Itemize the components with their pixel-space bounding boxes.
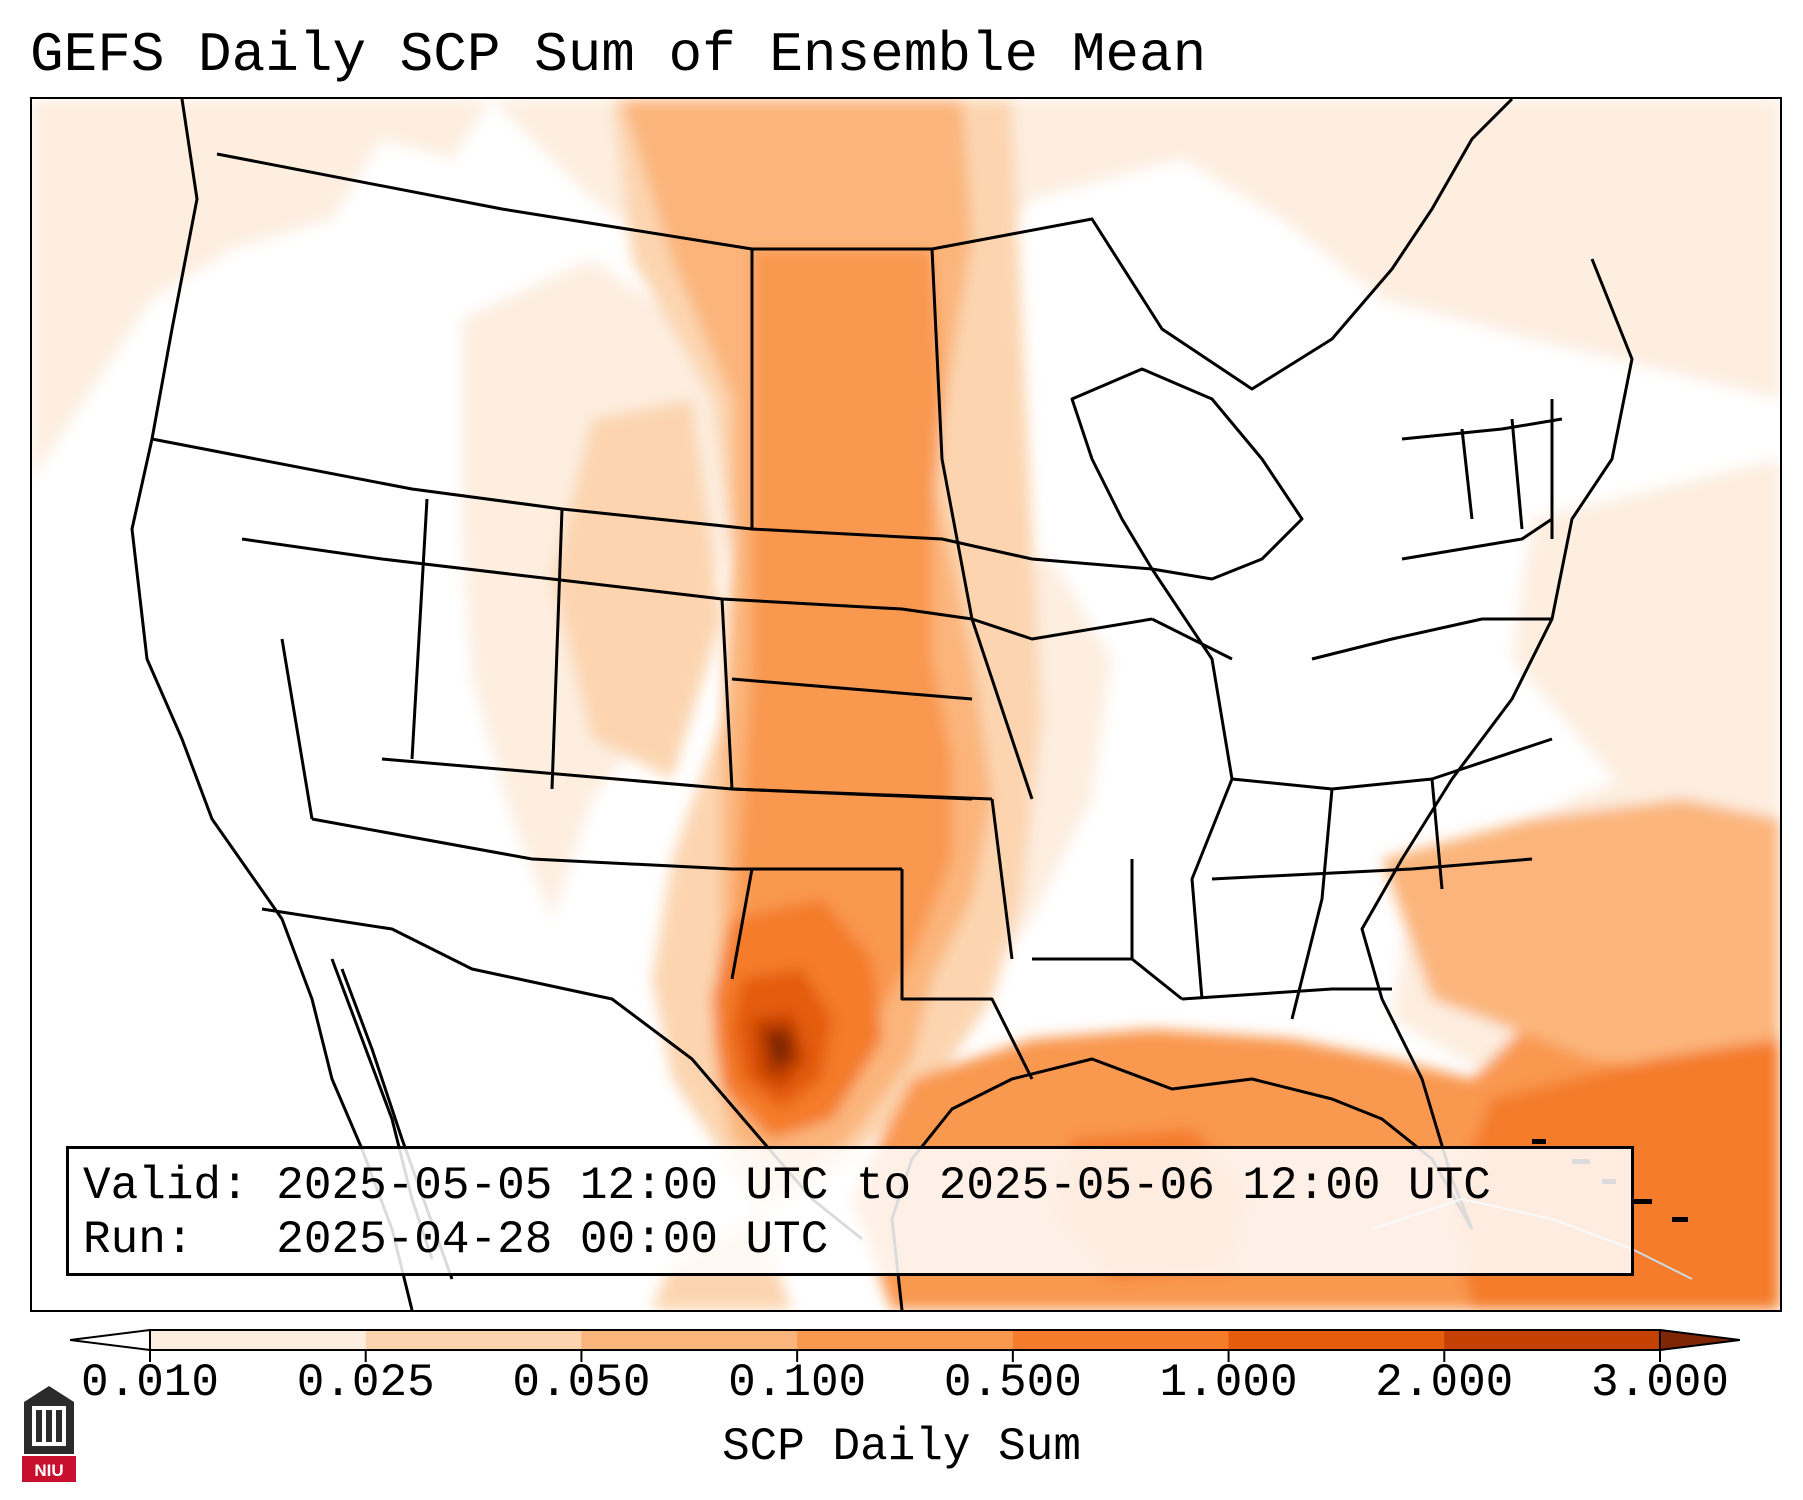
colorbar-tick-label: 0.500 [943,1357,1082,1409]
state-lines-east [1150,517,1553,1020]
great-lakes [1070,367,1304,581]
colorbar [70,1328,1740,1362]
colorbar-segment [1444,1330,1661,1350]
colorbar-tick-label: 0.100 [728,1357,867,1409]
colorbar-segment [365,1330,582,1350]
colorbar-ticks [149,1350,1661,1362]
state-lines-northeast [1401,399,1563,539]
state-lines-central [730,248,1153,980]
chart-title: GEFS Daily SCP Sum of Ensemble Mean [30,23,1207,87]
map-frame [30,97,1782,1312]
east-coastline [1360,258,1634,1230]
colorbar-tick-label: 3.000 [1590,1357,1730,1409]
colorbar-label: SCP Daily Sum [722,1421,1081,1473]
colorbar-segments [150,1330,1661,1350]
niu-logo-icon: NIU [22,1386,76,1482]
colorbar-segment [1228,1330,1445,1350]
colorbar-segment [1012,1330,1230,1350]
colorbar-border [149,1329,1661,1351]
colorbar-over-arrow [1659,1328,1740,1352]
colorbar-tick-label: 0.050 [512,1357,651,1409]
colorbar-tick-label: 0.010 [80,1357,220,1409]
colorbar-under-arrow [70,1328,151,1352]
valid-run-info-box: Valid: 2025-05-05 12:00 UTC to 2025-05-0… [66,1146,1634,1276]
colorbar-tick-label: 2.000 [1375,1357,1514,1409]
canada-border [216,99,1514,391]
logo-text: NIU [34,1461,63,1480]
colorbar-segment [797,1330,1014,1350]
colorbar-tick-label: 0.025 [296,1357,435,1409]
valid-value: 2025-05-05 12:00 UTC to 2025-05-06 12:00… [276,1160,1491,1212]
valid-label: Valid: [83,1160,249,1212]
scp-map[interactable] [32,99,1780,1310]
colorbar-tick-label: 1.000 [1159,1357,1298,1409]
west-coastline [130,99,414,1310]
colorbar-segment [150,1330,367,1350]
state-lines-south [900,859,1183,1080]
run-value: 2025-04-28 00:00 UTC [276,1214,829,1266]
colorbar-segment [581,1330,798,1350]
run-label: Run: [83,1214,194,1266]
niu-logo: NIU [20,1384,78,1484]
